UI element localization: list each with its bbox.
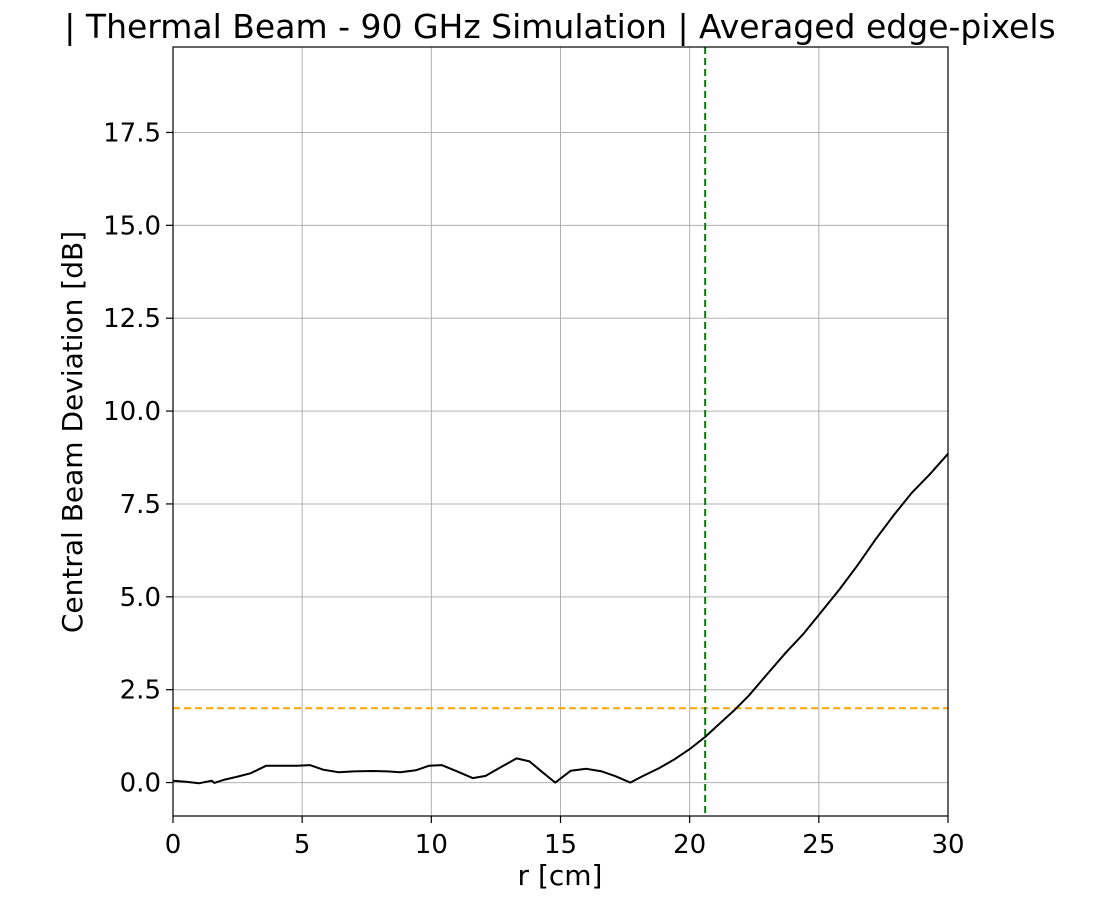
- x-tick-label: 10: [415, 830, 448, 860]
- x-tick-label: 20: [673, 830, 706, 860]
- y-tick-label: 5.0: [120, 583, 161, 613]
- x-axis-ticks: 0 5 10 15 20 25 30: [165, 816, 965, 860]
- x-tick-label: 25: [802, 830, 835, 860]
- y-axis-label: Central Beam Deviation [dB]: [56, 231, 89, 633]
- y-tick-label: 15.0: [103, 211, 161, 241]
- y-tick-label: 2.5: [120, 676, 161, 706]
- chart-title: | Thermal Beam - 90 GHz Simulation | Ave…: [64, 7, 1055, 46]
- x-tick-label: 30: [931, 830, 964, 860]
- y-axis-ticks: 0.0 2.5 5.0 7.5 10.0 12.5 15.0 17.5: [103, 118, 173, 799]
- series-line-deviation: [172, 453, 949, 785]
- x-tick-label: 15: [544, 830, 577, 860]
- y-tick-label: 12.5: [103, 304, 161, 334]
- x-axis-label: r [cm]: [518, 859, 603, 892]
- x-tick-label: 5: [294, 830, 311, 860]
- y-tick-label: 17.5: [103, 118, 161, 148]
- grid: [172, 47, 949, 816]
- x-tick-label: 0: [165, 830, 182, 860]
- y-tick-label: 10.0: [103, 397, 161, 427]
- reference-lines: [173, 47, 948, 816]
- y-tick-label: 0.0: [120, 769, 161, 799]
- y-tick-label: 7.5: [120, 490, 161, 520]
- series-group: [172, 453, 949, 785]
